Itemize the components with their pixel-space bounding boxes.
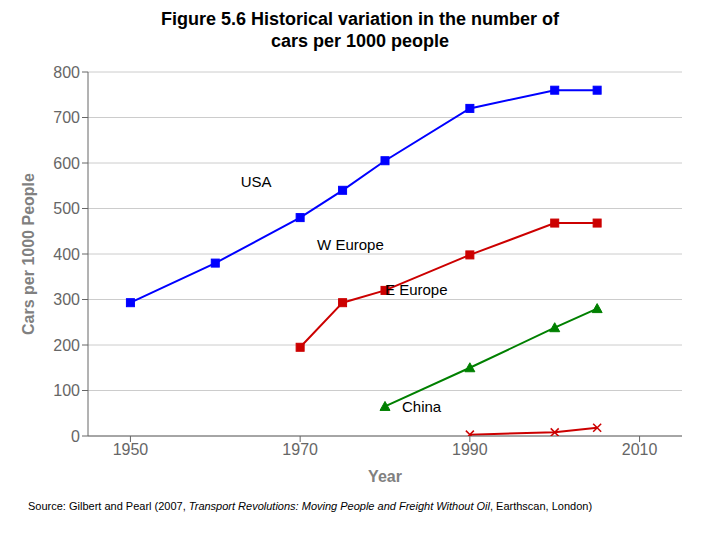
svg-text:0: 0	[71, 428, 80, 445]
svg-text:Year: Year	[368, 468, 402, 485]
svg-text:1990: 1990	[452, 441, 488, 458]
svg-text:500: 500	[53, 200, 80, 217]
svg-text:200: 200	[53, 337, 80, 354]
svg-text:Cars per 1000 People: Cars per 1000 People	[20, 173, 37, 335]
svg-text:E Europe: E Europe	[385, 281, 448, 298]
svg-text:700: 700	[53, 109, 80, 126]
svg-text:100: 100	[53, 382, 80, 399]
svg-text:300: 300	[53, 291, 80, 308]
svg-text:600: 600	[53, 155, 80, 172]
svg-text:China: China	[402, 398, 442, 415]
html-text:Figure 5.6 Historical variatio: Figure 5.6 Historical variation in the n…	[161, 9, 559, 51]
svg-text:800: 800	[53, 64, 80, 81]
svg-text:1970: 1970	[282, 441, 318, 458]
svg-text:1950: 1950	[113, 441, 149, 458]
svg-text:400: 400	[53, 246, 80, 263]
svg-text:W Europe: W Europe	[317, 236, 384, 253]
svg-text:USA: USA	[241, 173, 272, 190]
html-text:Source: Gilbert and Pearl (200: Source: Gilbert and Pearl (2007, Transpo…	[28, 500, 593, 512]
svg-text:2010: 2010	[622, 441, 658, 458]
